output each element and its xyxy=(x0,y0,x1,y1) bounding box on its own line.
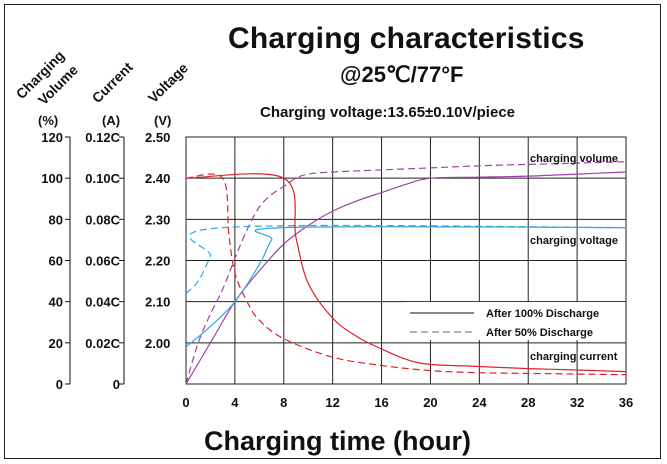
current-tick-label: 0.12C xyxy=(85,130,120,145)
series-annotation: charging current xyxy=(530,351,618,363)
series-annotation: charging volume xyxy=(530,153,618,165)
charging-voltage-solid-line xyxy=(185,226,627,348)
volume-tick-label: 100 xyxy=(41,171,63,186)
voltage-tick-label: 2.50 xyxy=(145,130,170,145)
x-tick-label: 32 xyxy=(570,395,584,410)
x-tick-label: 8 xyxy=(280,395,287,410)
voltage-tick-label: 2.10 xyxy=(145,295,170,310)
charging-volume-dashed-line xyxy=(185,161,627,385)
voltage-tick-label: 2.30 xyxy=(145,212,170,227)
charging-current-solid-line xyxy=(185,173,627,373)
x-tick-label: 0 xyxy=(182,395,189,410)
volume-unit: (%) xyxy=(38,113,59,128)
legend-box xyxy=(405,302,625,340)
x-tick-label: 36 xyxy=(619,395,633,410)
current-tick-label: 0.06C xyxy=(85,254,120,269)
voltage-unit: (V) xyxy=(154,113,172,128)
volume-tick-label: 60 xyxy=(49,254,63,269)
charging-voltage-dashed-line xyxy=(185,224,627,294)
x-tick-label: 16 xyxy=(374,395,388,410)
volume-tick-label: 0 xyxy=(56,377,63,392)
voltage-tick-label: 2.20 xyxy=(145,254,170,269)
current-tick-label: 0.10C xyxy=(85,171,120,186)
volume-tick-label: 20 xyxy=(49,336,63,351)
legend-label: After 100% Discharge xyxy=(486,308,599,320)
series-annotation: charging voltage xyxy=(530,235,618,247)
current-tick-label: 0.08C xyxy=(85,212,120,227)
voltage-tick-label: 2.40 xyxy=(145,171,170,186)
current-tick-label: 0 xyxy=(113,377,120,392)
x-tick-label: 4 xyxy=(231,395,239,410)
chart-title: Charging characteristics xyxy=(228,22,585,55)
charging-voltage-note: Charging voltage:13.65±0.10V/piece xyxy=(260,104,515,121)
chart-frame xyxy=(4,4,661,459)
voltage-tick-label: 2.00 xyxy=(145,336,170,351)
volume-tick-label: 120 xyxy=(41,130,63,145)
charging-current-dashed-line xyxy=(185,173,627,376)
current-tick-label: 0.02C xyxy=(85,336,120,351)
volume-tick-label: 40 xyxy=(49,295,63,310)
current-unit: (A) xyxy=(102,113,121,128)
current-tick-label: 0.04C xyxy=(85,295,120,310)
x-tick-label: 20 xyxy=(423,395,437,410)
x-tick-label: 24 xyxy=(472,395,487,410)
volume-tick-label: 80 xyxy=(49,212,63,227)
x-axis-label: Charging time (hour) xyxy=(204,426,471,456)
x-tick-label: 12 xyxy=(325,395,339,410)
legend-label: After 50% Discharge xyxy=(486,327,593,339)
x-tick-label: 28 xyxy=(521,395,535,410)
chart-subtitle: @25℃/77°F xyxy=(340,62,464,87)
